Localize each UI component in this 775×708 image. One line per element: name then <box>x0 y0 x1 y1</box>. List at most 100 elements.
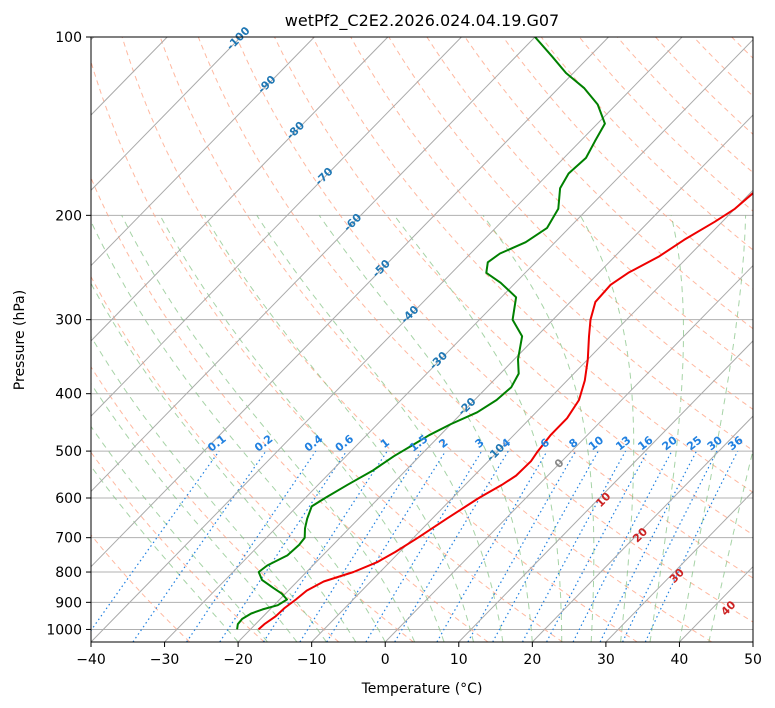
mixing-ratio-label: 16 <box>635 433 655 453</box>
moist-adiabat-line <box>708 448 753 642</box>
mixing-ratio-label: 2 <box>436 436 450 451</box>
dry-adiabat-line <box>770 37 775 642</box>
y-tick-label: 100 <box>55 30 82 46</box>
mixing-ratio-label: 30 <box>705 433 725 453</box>
x-tick-label: 40 <box>671 652 689 668</box>
dry-adiabat-line <box>578 37 753 212</box>
isotherm-line <box>164 38 753 642</box>
moist-adiabat-line <box>256 215 504 642</box>
y-tick-label: 800 <box>55 565 82 581</box>
moist-adiabat-line <box>393 215 563 642</box>
dry-adiabat-line <box>274 37 753 536</box>
dry-adiabat-line <box>91 365 340 642</box>
x-tick-label: 0 <box>381 652 390 668</box>
isotherm-label: -80 <box>284 119 307 142</box>
isotherm-line <box>752 641 753 642</box>
isotherm-label: -40 <box>398 303 421 326</box>
x-tick-label: 30 <box>597 652 615 668</box>
moist-adiabat-line <box>204 215 474 642</box>
mixing-ratio-line <box>394 450 509 642</box>
mixing-ratio-line <box>132 450 267 642</box>
mixing-ratio-line <box>219 450 348 642</box>
isotherm-line <box>384 264 753 642</box>
moist-adiabat-line <box>91 282 357 642</box>
isotherm-line <box>91 37 315 267</box>
dry-adiabat-line <box>197 37 753 623</box>
isotherm-line <box>91 37 683 642</box>
mixing-ratio-line <box>326 450 447 642</box>
dry-adiabat-line <box>121 37 638 642</box>
mixing-ratio-label: 1 <box>378 436 392 451</box>
y-tick-label: 200 <box>55 208 82 224</box>
mixing-ratio-line <box>492 450 599 642</box>
moist-adiabat-line <box>91 425 268 642</box>
dry-adiabat-line <box>655 37 753 135</box>
isotherm-line <box>91 37 536 493</box>
dry-adiabat-line <box>91 534 191 642</box>
moist-adiabat-line <box>159 215 445 642</box>
dry-adiabats <box>91 37 775 642</box>
dry-adiabat-line <box>91 451 265 642</box>
moist-adiabat-line <box>482 215 595 642</box>
mixing-ratio-label: 10 <box>586 433 606 453</box>
dry-adiabat-line <box>540 37 753 251</box>
mixing-ratio-line <box>644 450 739 642</box>
y-tick-label: 1000 <box>46 622 82 638</box>
x-tick-label: −30 <box>150 652 180 668</box>
y-axis-label: Pressure (hPa) <box>12 290 28 390</box>
isotherm-line <box>605 490 753 642</box>
moist-adiabat-line <box>121 215 416 642</box>
moist-adiabat-line <box>91 220 386 642</box>
moist-adiabat-label: 20 <box>630 525 650 545</box>
dry-adiabat-line <box>91 176 489 642</box>
y-tick-label: 600 <box>55 491 82 507</box>
y-tick-label: 900 <box>55 595 82 611</box>
plot-frame <box>90 36 754 643</box>
moist-adiabat-line <box>91 335 327 642</box>
mixing-ratio-line <box>262 450 388 642</box>
moist-adiabat-line <box>91 465 239 642</box>
x-tick-label: 20 <box>523 652 541 668</box>
isotherm-line <box>237 114 753 642</box>
profiles <box>236 37 753 631</box>
y-tick-label: 700 <box>55 531 82 547</box>
isotherm-label: -100 <box>224 24 253 53</box>
y-tick-label: 300 <box>55 313 82 329</box>
dry-adiabat-line <box>464 37 753 330</box>
isotherm-label: -30 <box>427 349 450 372</box>
mixing-ratio-line <box>521 450 627 642</box>
mixing-ratio-line <box>436 450 548 642</box>
mixing-ratio-label: 8 <box>566 436 580 451</box>
mixing-ratio-line <box>572 450 673 642</box>
x-axis: −40 −30 −20 −10 0 10 20 30 40 50 <box>76 642 762 668</box>
x-tick-label: 50 <box>744 652 762 668</box>
isotherm-line <box>91 37 462 417</box>
isotherm-line <box>311 189 753 642</box>
mixing-ratio-line <box>365 450 483 642</box>
moist-adiabat-line <box>649 215 684 642</box>
isotherm-label: -20 <box>455 395 478 418</box>
isotherm-line <box>531 415 753 642</box>
moist-adiabat-line <box>91 382 298 642</box>
dry-adiabat-line <box>617 37 753 174</box>
y-tick-label: 400 <box>55 387 82 403</box>
dry-adiabat-line <box>235 37 753 579</box>
mixing-ratio-line <box>467 450 577 642</box>
moist-adiabat-line <box>579 215 635 642</box>
mixing-ratio-line <box>599 450 698 642</box>
mixing-ratio-line <box>299 450 422 642</box>
plot-grid <box>91 37 753 630</box>
mixing-ratio-label: 13 <box>613 434 633 454</box>
dry-adiabat-line <box>426 37 753 370</box>
isotherm-line <box>458 340 753 642</box>
x-axis-label: Temperature (°C) <box>361 681 483 697</box>
isotherm-line <box>679 565 753 642</box>
x-tick-label: −40 <box>76 652 106 668</box>
mixing-ratio-line <box>546 450 649 642</box>
isotherm-label: -90 <box>255 73 278 96</box>
dry-adiabat-line <box>502 37 753 290</box>
y-axis: 100 200 300 400 500 600 700 800 900 1000 <box>46 30 91 638</box>
moist-adiabats <box>91 215 753 642</box>
dewpoint-profile-line <box>236 37 606 630</box>
